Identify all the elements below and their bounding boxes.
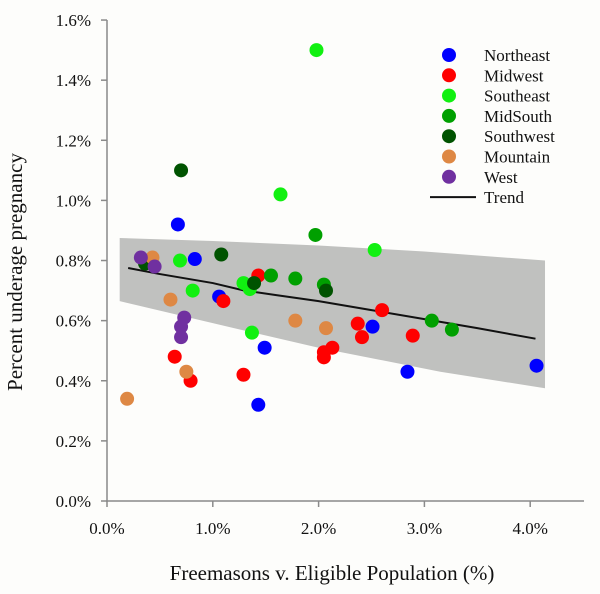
- data-point-midwest: [216, 294, 231, 309]
- data-point-mountain: [163, 292, 178, 307]
- data-point-southwest: [214, 247, 229, 262]
- data-point-southwest: [319, 283, 334, 298]
- data-point-mountain: [288, 313, 303, 328]
- data-point-northeast: [170, 217, 185, 232]
- legend-label-southwest: Southwest: [484, 127, 555, 146]
- y-tick-label: 1.2%: [56, 131, 91, 150]
- data-point-southeast: [244, 325, 259, 340]
- y-tick-label: 0.0%: [56, 492, 91, 511]
- data-point-northeast: [251, 397, 266, 412]
- data-point-northeast: [187, 252, 202, 267]
- legend-marker-northeast: [442, 48, 456, 62]
- data-point-mountain: [120, 391, 135, 406]
- legend-marker-midsouth: [442, 108, 456, 123]
- data-point-midwest: [354, 330, 369, 345]
- data-point-midwest: [350, 316, 365, 331]
- y-tick-label: 1.4%: [56, 71, 91, 90]
- confidence-band: [119, 237, 546, 389]
- legend-label-mountain: Mountain: [484, 148, 551, 167]
- data-point-west: [147, 259, 162, 274]
- data-point-mountain: [179, 364, 194, 379]
- y-tick-label: 0.6%: [56, 312, 91, 331]
- data-point-northeast: [529, 358, 544, 373]
- legend-marker-southwest: [442, 129, 456, 144]
- data-point-midsouth: [308, 227, 323, 242]
- data-point-southeast: [185, 283, 200, 298]
- data-points: [120, 43, 544, 412]
- data-point-mountain: [319, 321, 334, 336]
- y-tick-label: 1.6%: [56, 11, 91, 30]
- y-tick-label: 0.4%: [56, 372, 91, 391]
- data-point-west: [174, 319, 189, 334]
- data-point-southwest: [247, 276, 262, 291]
- data-point-west: [174, 330, 189, 345]
- legend-label-midwest: Midwest: [484, 66, 544, 85]
- data-point-midsouth: [444, 322, 459, 337]
- data-point-midsouth: [263, 268, 278, 283]
- confidence-band-layer: [119, 237, 546, 389]
- legend-label-west: West: [484, 168, 518, 187]
- data-point-northeast: [400, 364, 415, 379]
- legend-label-trend: Trend: [484, 188, 524, 207]
- data-point-northeast: [365, 319, 380, 334]
- legend-marker-west: [442, 169, 456, 184]
- legend-label-northeast: Northeast: [484, 46, 550, 65]
- data-point-southeast: [173, 253, 188, 268]
- y-tick-label: 0.2%: [56, 432, 91, 451]
- data-point-southeast: [367, 242, 382, 257]
- y-axis-title: Percent underage pregnancy: [3, 153, 27, 391]
- y-tick-label: 1.0%: [56, 191, 91, 210]
- legend-marker-mountain: [442, 149, 456, 164]
- x-tick-label: 2.0%: [301, 519, 336, 538]
- x-tick-label: 0.0%: [89, 519, 124, 538]
- data-point-southeast: [309, 43, 324, 58]
- data-point-southwest: [174, 163, 189, 178]
- legend-label-southeast: Southeast: [484, 87, 550, 106]
- data-point-northeast: [257, 340, 272, 355]
- legend-label-midsouth: MidSouth: [484, 107, 553, 126]
- data-point-midwest: [375, 303, 390, 318]
- legend-marker-southeast: [442, 88, 456, 103]
- legend-marker-midwest: [442, 68, 456, 83]
- axes: 0.0% 0.2% 0.4% 0.6% 0.8% 1.0% 1.2% 1.4% 1.6% 0.0%…: [56, 11, 584, 538]
- x-tick-label: 4.0%: [512, 519, 547, 538]
- y-tick-label: 0.8%: [56, 252, 91, 271]
- data-point-southeast: [273, 187, 288, 202]
- data-point-midsouth: [288, 271, 303, 286]
- x-tick-label: 3.0%: [407, 519, 442, 538]
- data-point-midwest: [316, 350, 331, 365]
- data-point-midsouth: [424, 313, 439, 328]
- x-axis-title: Freemasons v. Eligible Population (%): [170, 561, 495, 585]
- data-point-midwest: [405, 328, 420, 343]
- x-tick-label: 1.0%: [195, 519, 230, 538]
- data-point-midwest: [236, 367, 251, 382]
- data-point-west: [133, 250, 148, 265]
- data-point-midwest: [167, 349, 182, 364]
